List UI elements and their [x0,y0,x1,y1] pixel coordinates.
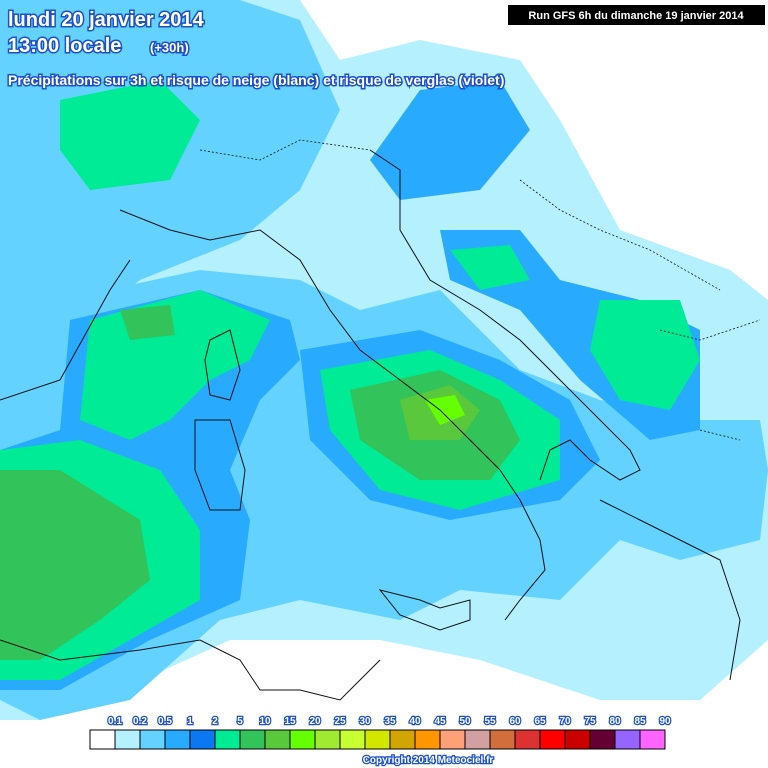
legend-swatch [614,729,641,750]
precipitation-field [0,0,768,720]
legend: 0.1 0.2 0.5 1 2 5 10 15 20 25 30 35 40 45 50 55 60 65 70 75… [89,715,672,750]
legend-swatch [139,729,166,750]
legend-label: 85 [634,716,646,727]
legend-label: 1 [187,716,193,727]
legend-label: 75 [584,716,596,727]
legend-label: 55 [484,716,496,727]
legend-label: 25 [334,716,346,727]
legend-swatch [564,729,591,750]
legend-swatch [314,729,341,750]
legend-swatch [339,729,366,750]
legend-label: 10 [259,716,271,727]
legend-label: 70 [559,716,571,727]
legend-label: 60 [509,716,521,727]
legend-label: 30 [359,716,371,727]
legend-swatch [639,729,666,750]
legend-swatch [214,729,241,750]
legend-swatch [189,729,216,750]
run-box [508,5,765,25]
date: lundi 20 janvier 2014 [8,9,205,31]
legend-swatch [239,729,266,750]
legend-label: 80 [609,716,621,727]
legend-swatch [439,729,466,750]
legend-swatch [514,729,541,750]
legend-swatch [414,729,441,750]
legend-label: 90 [659,716,671,727]
legend-label: 35 [384,716,396,727]
legend-swatch [539,729,566,750]
legend-label: 15 [284,716,296,727]
coastlines [0,139,761,701]
copyright: Copyright 2014 Meteociel.fr [363,755,494,766]
legend-label: 0.5 [158,716,172,727]
legend-label: 50 [459,716,471,727]
legend-label: 0.2 [133,716,147,727]
legend-label: 40 [409,716,421,727]
legend-swatch [589,729,616,750]
legend-label: 5 [237,716,243,727]
legend-label: 2 [212,716,218,727]
legend-label: 0.1 [108,716,122,727]
legend-swatch [89,729,116,750]
subtitle: Précipitations sur 3h et risque de neige… [8,72,504,88]
legend-swatch [464,729,491,750]
legend-swatch [389,729,416,750]
time: 13:00 locale [8,35,121,57]
legend-swatch [164,729,191,750]
legend-label: 65 [534,716,546,727]
lead-time: (+30h) [150,40,189,55]
run-label: Run GFS 6h du dimanche 19 janvier 2014 [528,10,744,22]
legend-swatch [489,729,516,750]
legend-swatch [289,729,316,750]
legend-swatch [364,729,391,750]
legend-swatch [114,729,141,750]
legend-swatch [264,729,291,750]
legend-label: 45 [434,716,446,727]
legend-label: 20 [309,716,321,727]
